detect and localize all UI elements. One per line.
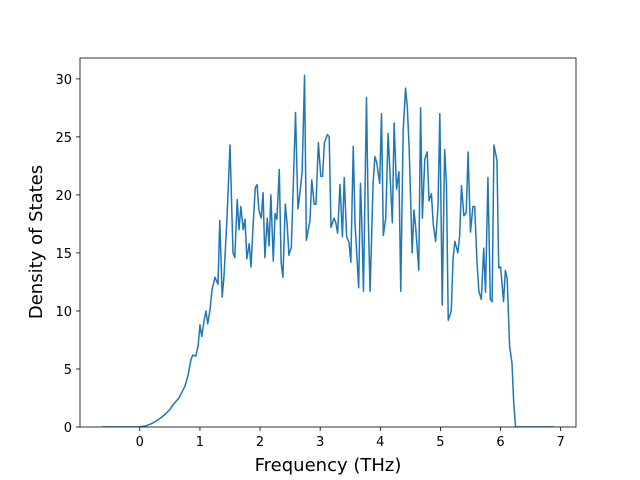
x-tick-label: 4 [376, 435, 384, 450]
x-tick-label: 6 [496, 435, 504, 450]
x-axis-label: Frequency (THz) [255, 455, 402, 476]
x-tick-label: 5 [436, 435, 444, 450]
y-tick-label: 10 [55, 305, 72, 320]
x-tick-label: 2 [256, 435, 264, 450]
x-tick-label: 1 [196, 435, 204, 450]
y-tick-label: 15 [55, 247, 72, 262]
x-tick-label: 0 [136, 435, 144, 450]
y-tick-label: 30 [55, 73, 72, 88]
y-tick-label: 25 [55, 131, 72, 146]
y-tick-label: 0 [64, 421, 72, 436]
x-tick-label: 3 [316, 435, 324, 450]
x-tick-label: 7 [557, 435, 565, 450]
y-axis-label: Density of States [26, 165, 47, 319]
line [102, 74, 554, 427]
y-tick-label: 5 [64, 363, 72, 378]
plot-frame [79, 57, 577, 428]
y-tick-label: 20 [55, 189, 72, 204]
